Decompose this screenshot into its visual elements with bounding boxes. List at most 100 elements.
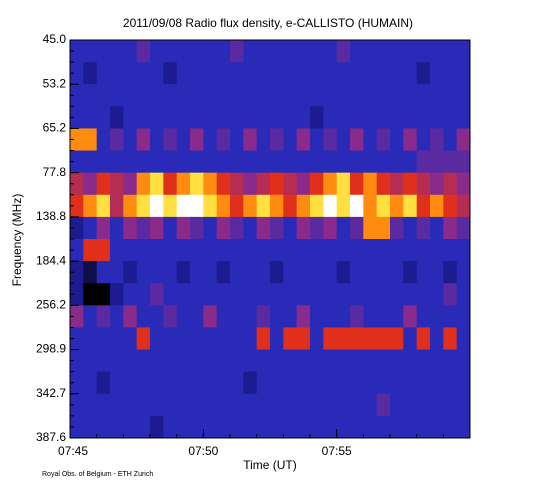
cell [163, 40, 178, 63]
cell [110, 261, 124, 284]
cell [456, 283, 471, 306]
cell [256, 305, 271, 328]
cell [230, 106, 244, 129]
cell [203, 150, 218, 174]
cell [430, 305, 444, 328]
cell [123, 239, 138, 262]
cell [430, 40, 444, 63]
cell [456, 371, 471, 395]
cell [376, 371, 391, 395]
cell [96, 150, 111, 174]
cell [256, 371, 271, 395]
cell [243, 239, 258, 262]
cell [216, 216, 231, 240]
cell [336, 84, 351, 107]
cell [336, 150, 351, 174]
cell [283, 40, 298, 63]
cell [83, 371, 98, 395]
cell [350, 194, 364, 218]
cell [456, 239, 471, 262]
cell [70, 40, 84, 63]
cell [243, 62, 258, 85]
cell [83, 172, 98, 196]
cell [243, 172, 258, 196]
cell [350, 393, 364, 417]
cell [216, 305, 231, 328]
cell [390, 150, 404, 174]
x-tick-label: 07:45 [58, 444, 88, 458]
x-axis-label: Time (UT) [243, 458, 297, 472]
cell [96, 106, 111, 129]
cell [203, 239, 218, 262]
cell [283, 194, 298, 218]
cell [83, 415, 98, 439]
cell [403, 128, 418, 152]
cell [176, 194, 191, 218]
cell [230, 283, 244, 306]
cell [243, 194, 258, 218]
cell [136, 371, 151, 395]
cell [136, 84, 151, 107]
cell [83, 150, 98, 174]
cell [363, 393, 378, 417]
cell [203, 305, 218, 328]
cell [336, 261, 351, 284]
chart-title: 2011/09/08 Radio flux density, e-CALLIST… [123, 16, 413, 30]
cell [216, 128, 231, 152]
cell [230, 261, 244, 284]
cell [70, 327, 84, 351]
cell [243, 327, 258, 351]
cell [123, 150, 138, 174]
cell [416, 327, 431, 351]
cell [376, 62, 391, 85]
cell [176, 216, 191, 240]
cell [216, 62, 231, 85]
cell [416, 106, 431, 129]
cell [176, 261, 191, 284]
cell [150, 106, 164, 129]
cell [243, 84, 258, 107]
cell [336, 172, 351, 196]
cell [283, 106, 298, 129]
cell [243, 40, 258, 63]
cell [136, 327, 151, 351]
cell [230, 128, 244, 152]
cell [70, 261, 84, 284]
cell [456, 261, 471, 284]
cell [96, 194, 111, 218]
cell [256, 261, 271, 284]
cell [416, 128, 431, 152]
cell [123, 283, 138, 306]
cell [230, 349, 244, 373]
cell [310, 371, 324, 395]
cell [403, 415, 418, 439]
plot-area [70, 40, 471, 439]
cell [123, 194, 138, 218]
cell [136, 150, 151, 174]
cell [190, 216, 204, 240]
cell [416, 216, 431, 240]
cell [83, 393, 98, 417]
cell [443, 106, 458, 129]
cell [230, 62, 244, 85]
cell [390, 40, 404, 63]
cell [190, 128, 204, 152]
cell [163, 194, 178, 218]
cell [350, 371, 364, 395]
cell [403, 40, 418, 63]
cell [376, 349, 391, 373]
cell [283, 128, 298, 152]
cell [296, 415, 311, 439]
cell [310, 128, 324, 152]
cell [310, 40, 324, 63]
y-tick-label: 184.4 [36, 253, 66, 267]
cell [416, 305, 431, 328]
cell [136, 128, 151, 152]
cell [83, 106, 98, 129]
cell [310, 62, 324, 85]
cell [70, 415, 84, 439]
cell [203, 172, 218, 196]
cell [456, 415, 471, 439]
cell [310, 305, 324, 328]
cell [363, 261, 378, 284]
